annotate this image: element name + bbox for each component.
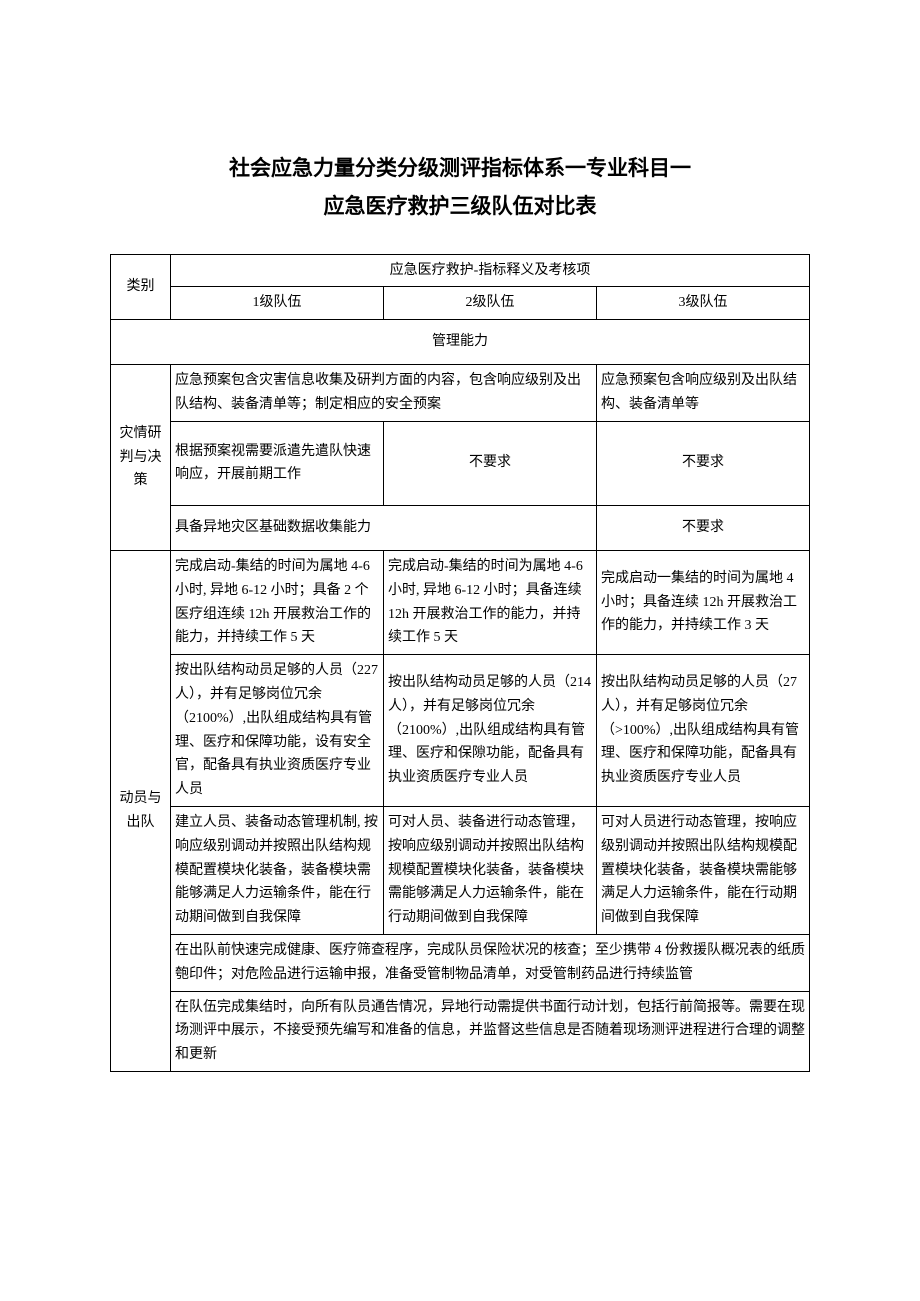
table-row: 具备异地灾区基础数据收集能力 不要求	[111, 506, 810, 551]
r2-c3: 不要求	[597, 421, 810, 506]
table-row: 按出队结构动员足够的人员（227 人），并有足够岗位冗余（2100%）,出队组成…	[111, 655, 810, 807]
r2-c2: 不要求	[384, 421, 597, 506]
r1-c3: 应急预案包含响应级别及出队结构、装备清单等	[597, 364, 810, 421]
category-2: 动员与出队	[111, 550, 171, 1071]
title-block: 社会应急力量分类分级测评指标体系一专业科目一 应急医疗救护三级队伍对比表	[110, 150, 810, 226]
header-row-1: 类别 应急医疗救护-指标释义及考核项	[111, 254, 810, 287]
table-row: 动员与出队 完成启动-集结的时间为属地 4-6 小时, 异地 6-12 小时；具…	[111, 550, 810, 654]
r5-c2: 按出队结构动员足够的人员（214 人），并有足够岗位冗余（2100%）,出队组成…	[384, 655, 597, 807]
table-row: 在出队前快速完成健康、医疗筛查程序，完成队员保险状况的核查；至少携带 4 份救援…	[111, 934, 810, 991]
r3-c12: 具备异地灾区基础数据收集能力	[171, 506, 597, 551]
r4-c3: 完成启动一集结的时间为属地 4 小时；具备连续 12h 开展救治工作的能力，并持…	[597, 550, 810, 654]
r7: 在出队前快速完成健康、医疗筛查程序，完成队员保险状况的核查；至少携带 4 份救援…	[171, 934, 810, 991]
table-row: 建立人员、装备动态管理机制, 按响应级别调动并按照出队结构规模配置模块化装备，装…	[111, 806, 810, 934]
header-level1: 1级队伍	[171, 287, 384, 320]
comparison-table: 类别 应急医疗救护-指标释义及考核项 1级队伍 2级队伍 3级队伍 管理能力 灾…	[110, 254, 810, 1072]
r5-c3: 按出队结构动员足够的人员（27 人），并有足够岗位冗余（>100%）,出队组成结…	[597, 655, 810, 807]
r8: 在队伍完成集结时，向所有队员通告情况，异地行动需提供书面行动计划，包括行前简报等…	[171, 991, 810, 1071]
main-title: 社会应急力量分类分级测评指标体系一专业科目一	[110, 150, 810, 188]
r2-c1: 根据预案视需要派遣先遣队快速响应，开展前期工作	[171, 421, 384, 506]
r1-c12: 应急预案包含灾害信息收集及研判方面的内容，包含响应级别及出队结构、装备清单等；制…	[171, 364, 597, 421]
r3-c3: 不要求	[597, 506, 810, 551]
section-mgmt: 管理能力	[111, 320, 810, 365]
section-mgmt-label: 管理能力	[111, 320, 810, 365]
r4-c1: 完成启动-集结的时间为属地 4-6 小时, 异地 6-12 小时；具备 2 个医…	[171, 550, 384, 654]
r6-c1: 建立人员、装备动态管理机制, 按响应级别调动并按照出队结构规模配置模块化装备，装…	[171, 806, 384, 934]
category-1: 灾情研判与决策	[111, 364, 171, 550]
header-category: 类别	[111, 254, 171, 320]
header-row-2: 1级队伍 2级队伍 3级队伍	[111, 287, 810, 320]
sub-title: 应急医疗救护三级队伍对比表	[110, 188, 810, 226]
table-row: 根据预案视需要派遣先遣队快速响应，开展前期工作 不要求 不要求	[111, 421, 810, 506]
r6-c2: 可对人员、装备进行动态管理，按响应级别调动并按照出队结构规模配置模块化装备，装备…	[384, 806, 597, 934]
table-row: 灾情研判与决策 应急预案包含灾害信息收集及研判方面的内容，包含响应级别及出队结构…	[111, 364, 810, 421]
r6-c3: 可对人员进行动态管理，按响应级别调动并按照出队结构规模配置模块化装备，装备模块需…	[597, 806, 810, 934]
r5-c1: 按出队结构动员足够的人员（227 人），并有足够岗位冗余（2100%）,出队组成…	[171, 655, 384, 807]
header-indicator: 应急医疗救护-指标释义及考核项	[171, 254, 810, 287]
header-level2: 2级队伍	[384, 287, 597, 320]
r4-c2: 完成启动-集结的时间为属地 4-6 小时, 异地 6-12 小时；具备连续 12…	[384, 550, 597, 654]
table-row: 在队伍完成集结时，向所有队员通告情况，异地行动需提供书面行动计划，包括行前简报等…	[111, 991, 810, 1071]
header-level3: 3级队伍	[597, 287, 810, 320]
